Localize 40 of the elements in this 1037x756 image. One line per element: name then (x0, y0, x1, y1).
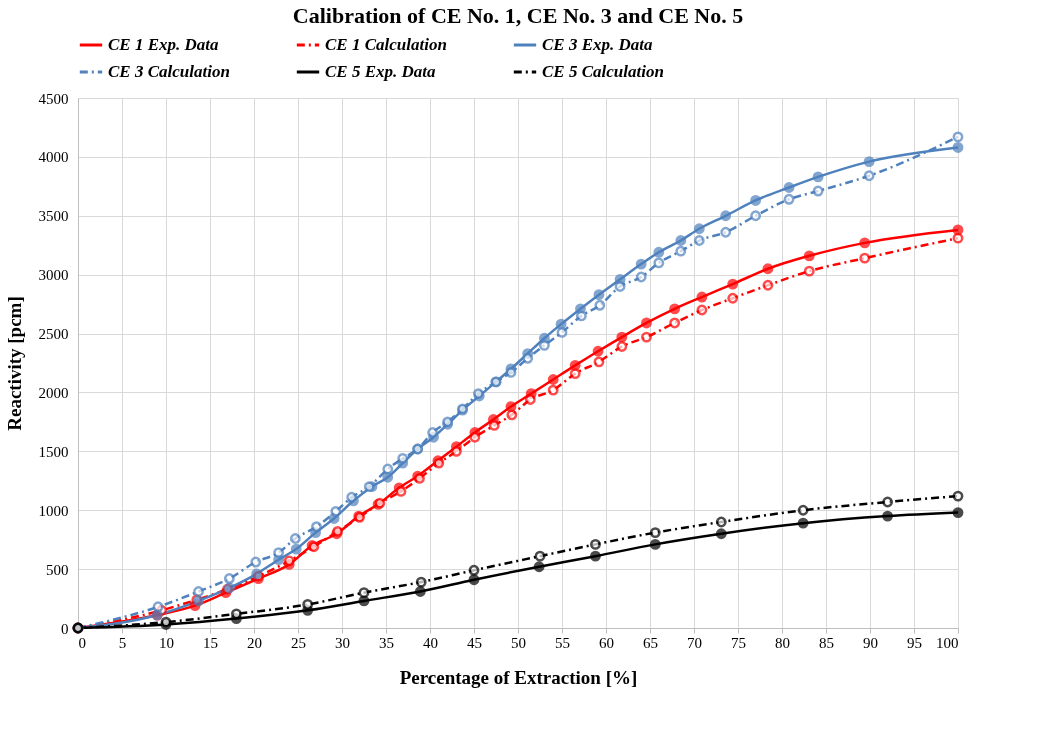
x-tick-label: 25 (291, 634, 306, 651)
x-tick-label: 60 (599, 634, 614, 651)
y-tick-label: 1500 (38, 443, 69, 460)
y-tick-label: 3000 (38, 267, 69, 284)
x-tick-label: 95 (907, 634, 922, 651)
x-axis-title: Percentage of Extraction [%] (399, 666, 638, 688)
x-tick-label: 90 (863, 634, 878, 651)
x-tick-label: 40 (423, 634, 438, 651)
legend-label: CE 5 Exp. Data (325, 62, 437, 81)
x-tick-label: 55 (555, 634, 570, 651)
y-tick-label: 1000 (38, 502, 69, 519)
x-tick-label: 75 (731, 634, 746, 651)
x-tick-label: 65 (643, 634, 658, 651)
y-tick-label: 0 (61, 620, 69, 637)
x-tick-label: 30 (335, 634, 350, 651)
x-tick-label: 5 (118, 634, 127, 651)
x-tick-label: 80 (775, 634, 790, 651)
legend-label: CE 1 Exp. Data (108, 35, 220, 54)
y-tick-label: 4500 (38, 90, 69, 107)
y-tick-label: 3500 (38, 208, 69, 225)
x-tick-label: 100 (936, 634, 959, 651)
y-tick-label: 2500 (38, 326, 69, 343)
x-tick-label: 15 (203, 634, 218, 651)
x-tick-label: 10 (159, 634, 174, 651)
legend-label: CE 1 Calculation (325, 35, 447, 54)
x-tick-label: 0 (78, 634, 86, 651)
y-axis-title: Reactivity [pcm] (3, 296, 25, 431)
x-tick-label: 50 (511, 634, 526, 651)
y-tick-label: 2000 (38, 384, 69, 401)
x-tick-label: 85 (819, 634, 834, 651)
legend-label: CE 3 Calculation (108, 62, 230, 81)
chart-title: Calibration of CE No. 1, CE No. 3 and CE No. 5 (292, 3, 744, 28)
x-tick-label: 20 (247, 634, 262, 651)
x-tick-label: 70 (687, 634, 702, 651)
x-tick-label: 45 (467, 634, 482, 651)
y-tick-label: 4000 (38, 149, 69, 166)
y-tick-label: 500 (46, 561, 69, 578)
legend-label: CE 3 Exp. Data (542, 35, 654, 54)
legend-label: CE 5 Calculation (542, 62, 664, 81)
x-tick-label: 35 (379, 634, 394, 651)
